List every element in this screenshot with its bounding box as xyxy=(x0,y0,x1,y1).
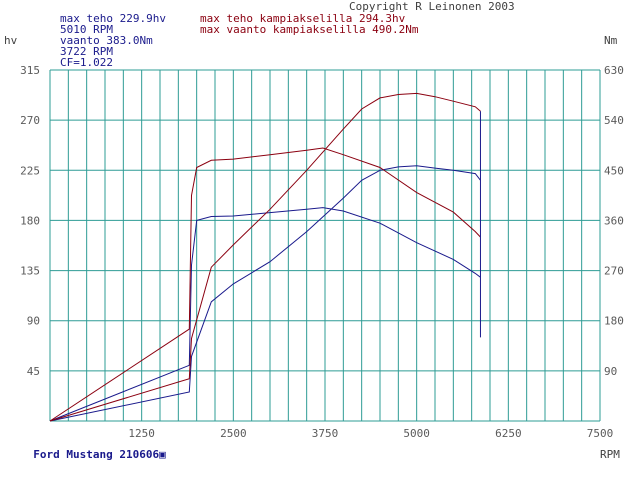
x-tick-label: 3750 xyxy=(312,427,339,440)
x-axis-label: RPM xyxy=(600,448,620,461)
y-axis-right-label: Nm xyxy=(604,34,618,47)
y-tick-label-left: 270 xyxy=(20,114,40,127)
y-tick-label-left: 45 xyxy=(27,365,40,378)
x-tick-label: 6250 xyxy=(495,427,522,440)
y-axis-left-label: hv xyxy=(4,34,18,47)
axis-ticks: 45 90 135 180 225 270 315 90 180 270 360 450 540 630 1… xyxy=(20,64,624,440)
max-power-rpm-text: 5010 RPM xyxy=(60,23,113,36)
car-label: Ford Mustang 210606▣ xyxy=(20,438,166,461)
y-tick-label-left: 225 xyxy=(20,164,40,177)
max-torque-text: vaanto 383.0Nm xyxy=(60,34,153,47)
y-tick-label-right: 450 xyxy=(604,164,624,177)
y-tick-label-right: 540 xyxy=(604,114,624,127)
y-tick-label-left: 90 xyxy=(27,315,40,328)
x-tick-label: 5000 xyxy=(403,427,430,440)
y-tick-label-right: 630 xyxy=(604,64,624,77)
y-tick-label-right: 90 xyxy=(604,365,617,378)
series-line-2 xyxy=(49,92,481,422)
y-tick-label-right: 270 xyxy=(604,265,624,278)
x-tick-label: 2500 xyxy=(220,427,247,440)
y-tick-label-right: 360 xyxy=(604,214,624,227)
x-tick-label: 7500 xyxy=(587,427,614,440)
x-tick-label: 1250 xyxy=(128,427,155,440)
y-tick-label-left: 180 xyxy=(20,214,40,227)
y-tick-label-left: 315 xyxy=(20,64,40,77)
max-power-crank-text: max teho kampiakselilla 294.3hv xyxy=(200,12,406,25)
y-tick-label-right: 180 xyxy=(604,315,624,328)
correction-factor-text: CF=1.022 xyxy=(60,56,113,69)
plot-area xyxy=(49,92,481,422)
car-marker-icon: ▣ xyxy=(159,448,166,461)
series-line-0 xyxy=(49,165,481,422)
max-power-text: max teho 229.9hv xyxy=(60,12,166,25)
copyright-text: Copyright R Leinonen 2003 xyxy=(349,0,515,13)
grid xyxy=(49,69,601,422)
car-label-text: Ford Mustang 210606 xyxy=(33,448,160,461)
max-torque-crank-text: max vaanto kampiakselilla 490.2Nm xyxy=(200,23,419,36)
y-tick-label-left: 135 xyxy=(20,265,40,278)
series-line-1 xyxy=(49,207,481,422)
max-torque-rpm-text: 3722 RPM xyxy=(60,45,113,58)
series-line-3 xyxy=(49,147,481,422)
